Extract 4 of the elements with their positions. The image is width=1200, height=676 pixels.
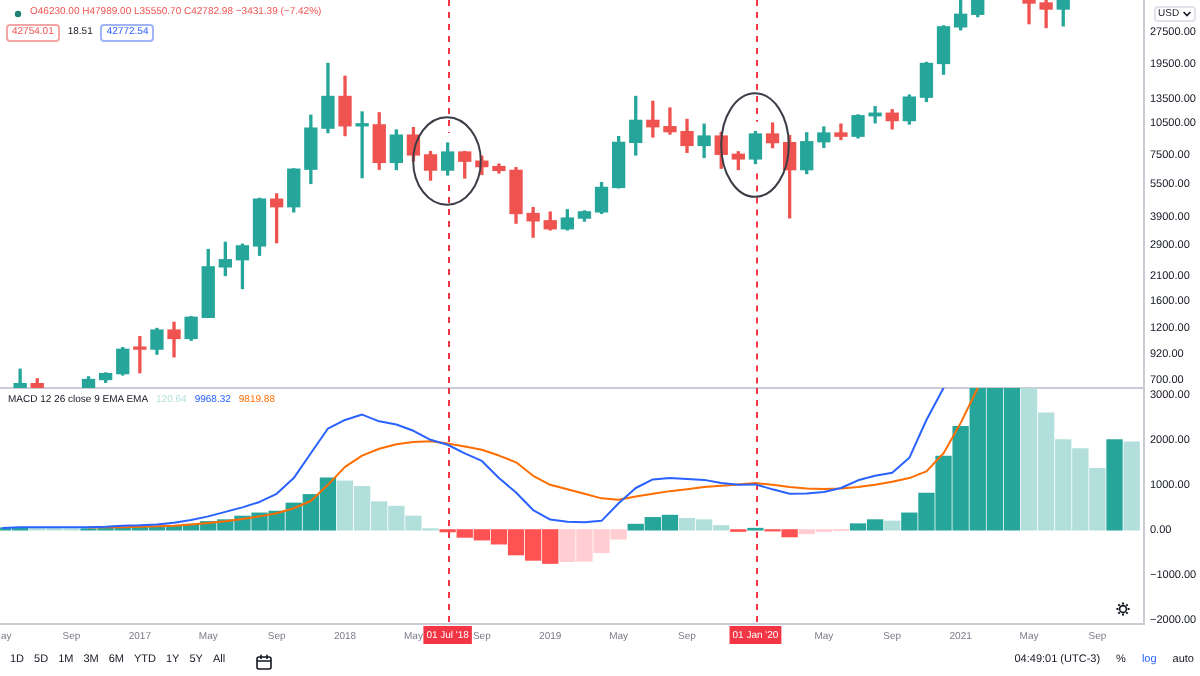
bar — [1106, 439, 1123, 531]
bar — [884, 520, 901, 531]
candlestick — [355, 111, 369, 179]
bar — [1123, 441, 1140, 531]
